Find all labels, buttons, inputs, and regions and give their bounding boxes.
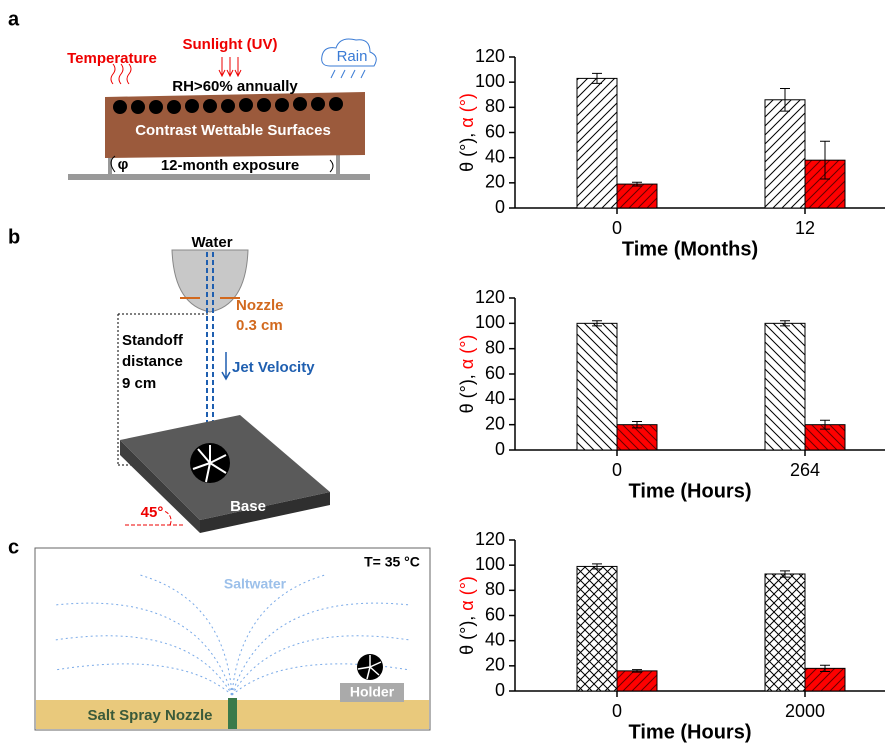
y-tick-label: 40 — [485, 388, 505, 408]
y-tick-label: 120 — [475, 287, 505, 307]
label: distance — [122, 353, 183, 370]
panel-label: c — [8, 536, 19, 558]
y-tick-label: 20 — [485, 172, 505, 192]
bar — [617, 184, 657, 208]
label: 12-month exposure — [161, 157, 299, 174]
x-tick-label: 0 — [612, 460, 622, 480]
figure: a b c Temperature Sunlight (UV) Rain RH>… — [0, 0, 891, 745]
y-tick-label: 100 — [475, 554, 505, 574]
diagram-b: Water Nozzle 0.3 cm Standoff distance 9 … — [118, 234, 330, 533]
diagram-c: T= 35 °C Saltwater Holder Salt Spray Noz… — [35, 548, 430, 730]
jet-arrow — [222, 352, 230, 379]
y-axis-label-part: α (°) — [457, 93, 477, 128]
x-axis-label: Time (Hours) — [629, 480, 752, 502]
label: Rain — [337, 48, 368, 65]
bar — [765, 323, 805, 450]
rain-drops — [331, 70, 365, 78]
label: Nozzle — [236, 297, 284, 314]
y-tick-label: 0 — [495, 680, 505, 700]
y-tick-label: 40 — [485, 629, 505, 649]
y-tick-label: 120 — [475, 529, 505, 549]
label: 45° — [141, 504, 164, 521]
bar — [617, 425, 657, 450]
y-axis-label-part: θ (°), — [457, 128, 477, 172]
label: 0.3 cm — [236, 317, 283, 334]
bar — [617, 671, 657, 691]
bar — [577, 323, 617, 450]
bar — [765, 574, 805, 691]
x-tick-label: 2000 — [785, 701, 825, 721]
label: Sunlight (UV) — [183, 36, 278, 53]
y-axis-label-part: α (°) — [457, 335, 477, 370]
label: T= 35 °C — [364, 554, 420, 570]
ground — [68, 174, 370, 180]
y-tick-label: 60 — [485, 121, 505, 141]
y-tick-label: 40 — [485, 146, 505, 166]
y-axis-label: θ (°), α (°) — [457, 576, 477, 655]
x-tick-label: 12 — [795, 218, 815, 238]
y-tick-label: 80 — [485, 96, 505, 116]
y-tick-label: 100 — [475, 312, 505, 332]
label: Water — [191, 234, 232, 251]
bar — [765, 100, 805, 208]
y-tick-label: 80 — [485, 337, 505, 357]
y-tick-label: 20 — [485, 413, 505, 433]
y-axis-label-part: θ (°), — [457, 369, 477, 413]
label: RH>60% annually — [172, 78, 298, 95]
label: Contrast Wettable Surfaces — [135, 122, 331, 139]
panel-label: a — [8, 8, 20, 30]
diagram-a: Temperature Sunlight (UV) Rain RH>60% an… — [67, 36, 376, 180]
y-tick-label: 20 — [485, 655, 505, 675]
label: Temperature — [67, 50, 157, 67]
y-axis-label-part: α (°) — [457, 576, 477, 611]
label: Holder — [350, 684, 395, 700]
y-tick-label: 0 — [495, 439, 505, 459]
y-axis-label: θ (°), α (°) — [457, 335, 477, 414]
label: Standoff — [122, 332, 184, 349]
x-tick-label: 0 — [612, 218, 622, 238]
y-tick-label: 60 — [485, 604, 505, 624]
y-tick-label: 80 — [485, 579, 505, 599]
heat-waves — [111, 64, 131, 84]
y-axis-label: θ (°), α (°) — [457, 93, 477, 172]
label: Salt Spray Nozzle — [87, 707, 212, 724]
x-axis-label: Time (Hours) — [629, 721, 752, 743]
label: Saltwater — [224, 576, 287, 592]
x-tick-label: 0 — [612, 701, 622, 721]
bar — [577, 566, 617, 691]
x-tick-label: 264 — [790, 460, 820, 480]
label: Jet Velocity — [232, 359, 315, 376]
x-axis-label: Time (Months) — [622, 238, 758, 260]
y-tick-label: 100 — [475, 71, 505, 91]
y-tick-label: 0 — [495, 197, 505, 217]
bar — [577, 78, 617, 208]
nozzle — [228, 698, 237, 729]
y-tick-label: 120 — [475, 46, 505, 66]
label: φ — [118, 156, 129, 173]
y-axis-label-part: θ (°), — [457, 611, 477, 655]
label: Base — [230, 498, 266, 515]
y-tick-label: 60 — [485, 363, 505, 383]
panel-label: b — [8, 226, 20, 248]
label: 9 cm — [122, 375, 156, 392]
